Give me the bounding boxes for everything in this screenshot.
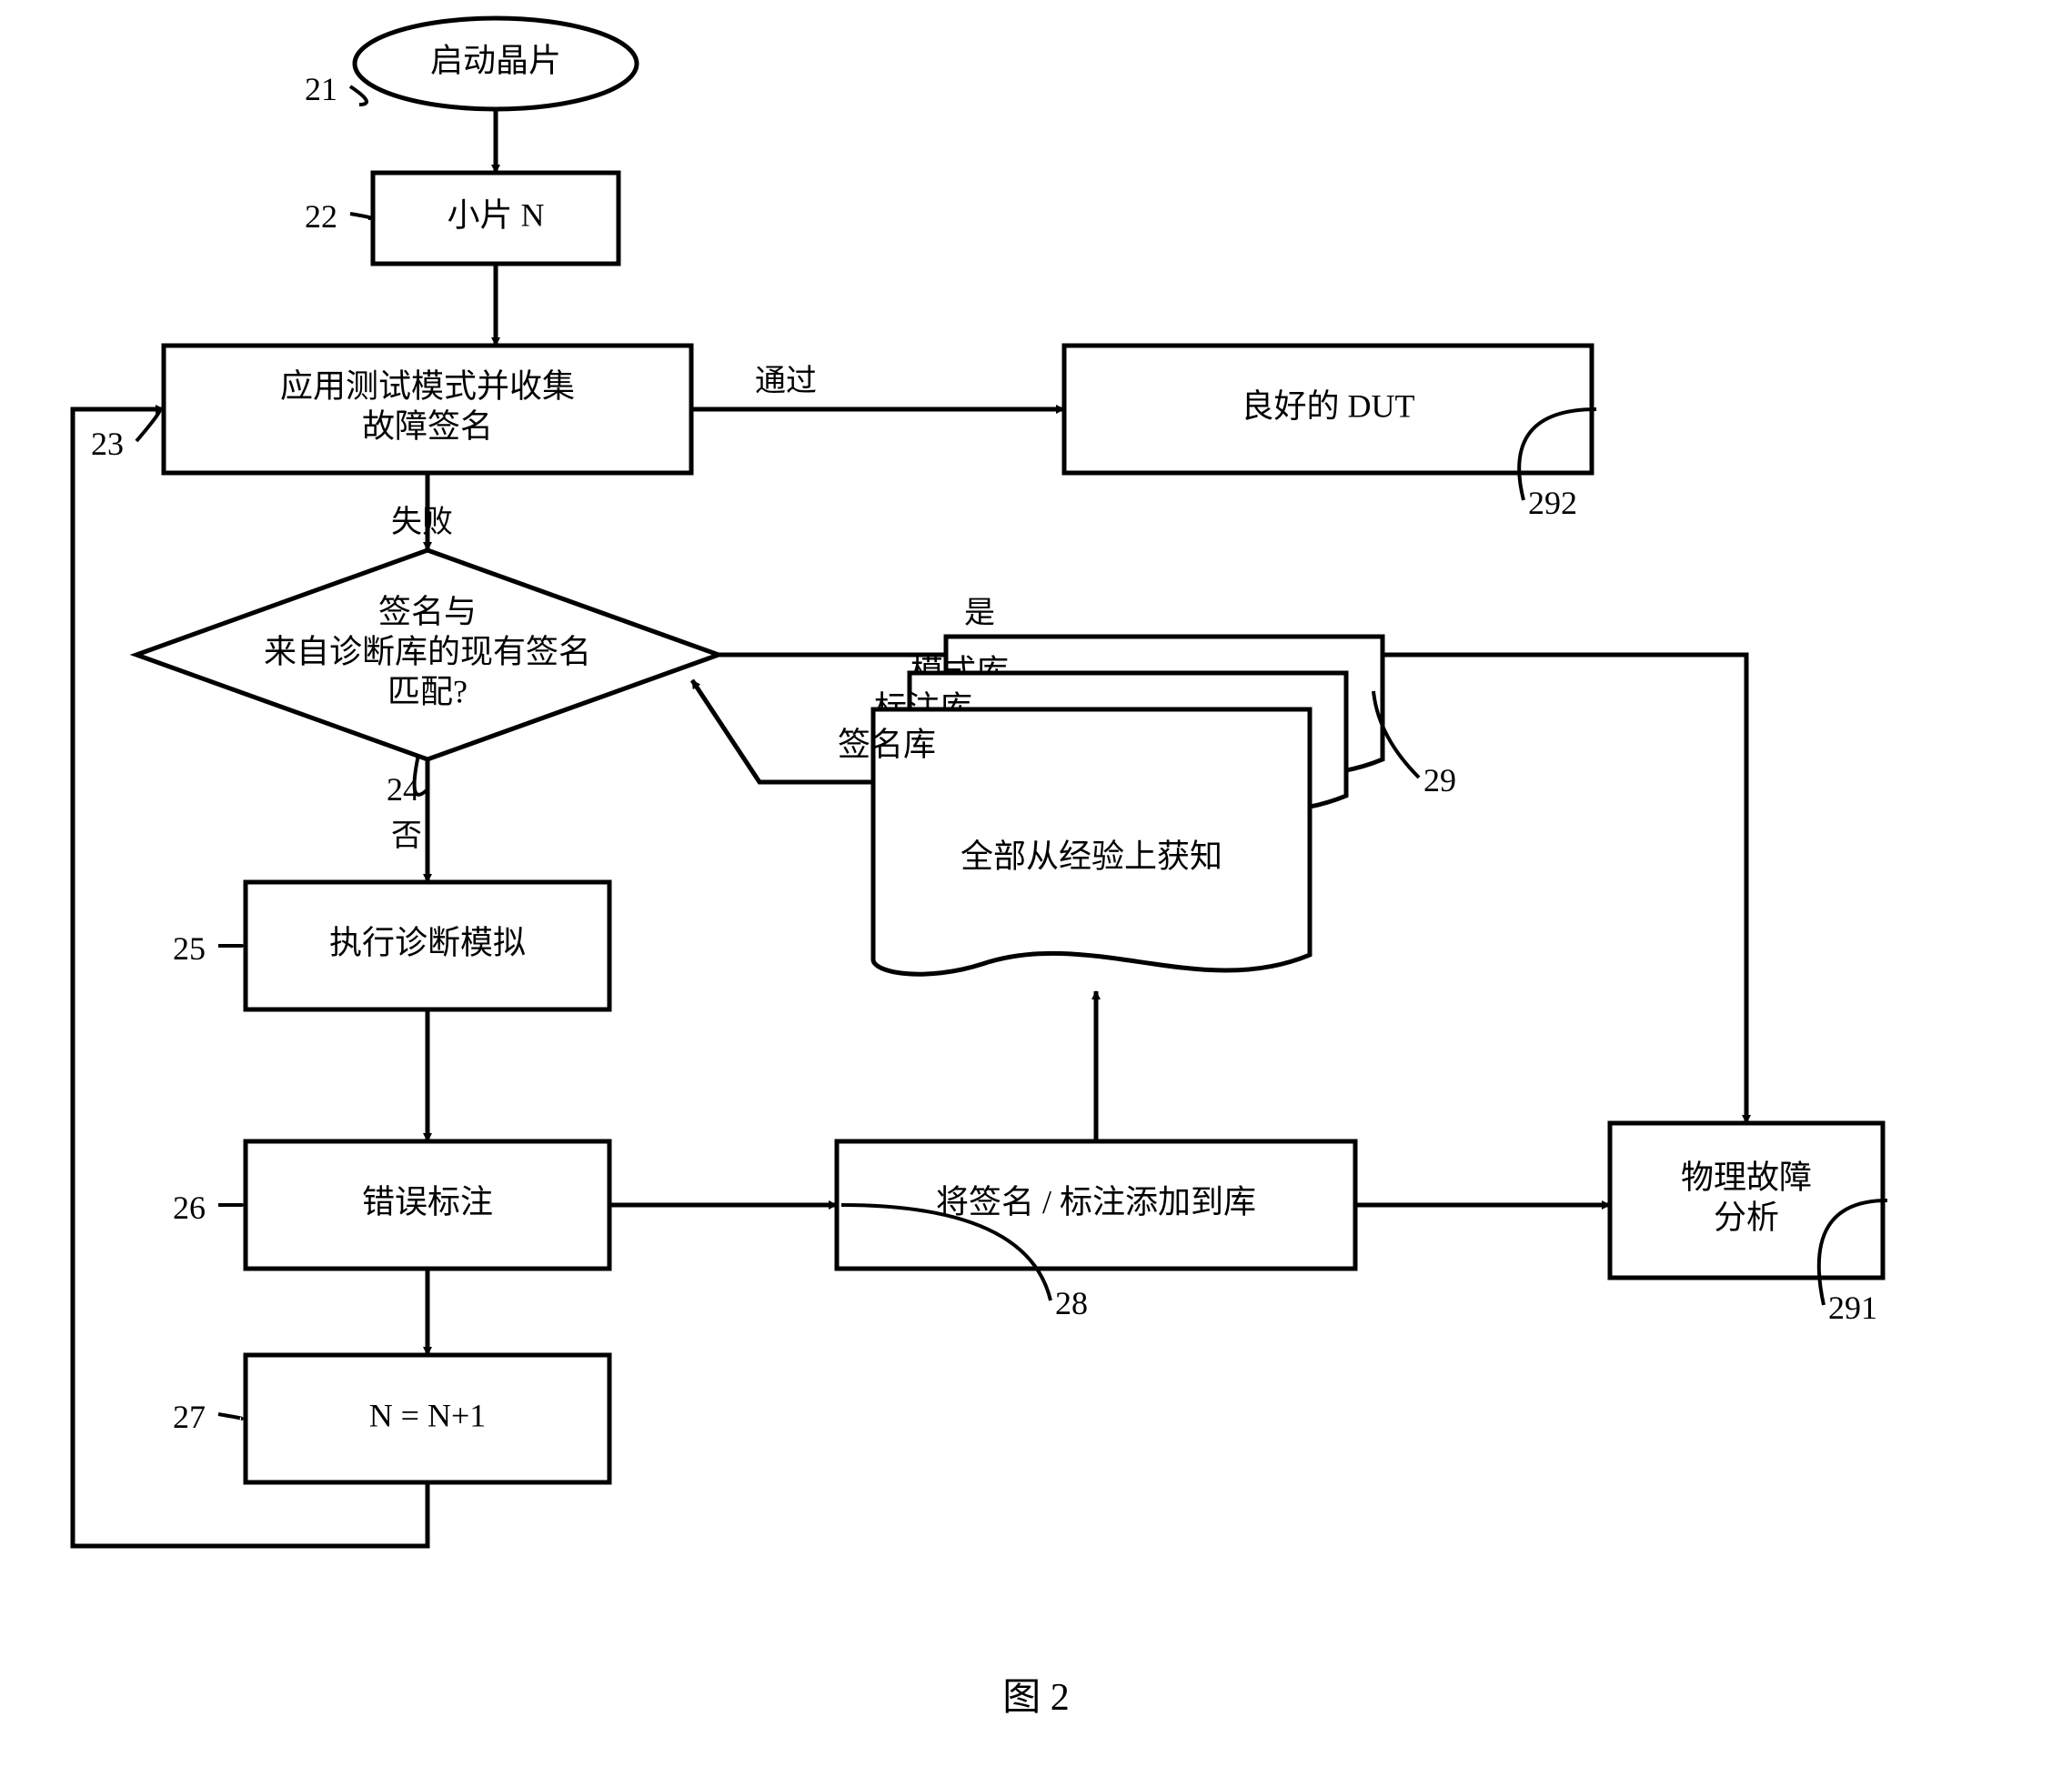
n29-body: 全部从经验上获知 bbox=[961, 838, 1222, 874]
edge-label: 通过 bbox=[755, 364, 817, 398]
n25-text-0: 执行诊断模拟 bbox=[329, 924, 526, 960]
n26-ref-label: 26 bbox=[173, 1190, 206, 1226]
n23-leader bbox=[136, 409, 160, 441]
n23-text-0: 应用测试模式并收集 bbox=[280, 367, 575, 404]
n292-text-0: 良好的 DUT bbox=[1242, 387, 1415, 424]
n22-ref-label: 22 bbox=[305, 198, 337, 235]
n24-text-0: 签名与 bbox=[378, 593, 477, 629]
n23-ref-label: 23 bbox=[91, 426, 124, 462]
edge-label: 否 bbox=[391, 819, 422, 853]
n291-ref-label: 291 bbox=[1828, 1290, 1877, 1326]
n25-ref-label: 25 bbox=[173, 930, 206, 967]
n23-text-1: 故障签名 bbox=[362, 407, 493, 444]
n21-text-0: 启动晶片 bbox=[430, 42, 561, 78]
edge-label: 失败 bbox=[391, 505, 453, 539]
n29-ref-label: 29 bbox=[1423, 762, 1456, 798]
n22-leader bbox=[350, 214, 371, 218]
n28-ref-label: 28 bbox=[1055, 1285, 1088, 1321]
nodes-layer: 启动晶片 21 小片 N 22 应用测试模式并收集故障签名 23 良好的 DUT 292 签名与… bbox=[91, 18, 1887, 1482]
n27-ref-label: 27 bbox=[173, 1399, 206, 1435]
n21-leader bbox=[350, 86, 367, 105]
n27-leader bbox=[218, 1414, 242, 1419]
figure-caption: 图 2 bbox=[1002, 1677, 1070, 1719]
n26-text-0: 错误标注 bbox=[362, 1183, 493, 1220]
n24-text-1: 来自诊断库的现有签名 bbox=[264, 633, 591, 669]
n21-ref-label: 21 bbox=[305, 71, 337, 107]
n292-ref-label: 292 bbox=[1528, 485, 1577, 521]
n22-text-0: 小片 N bbox=[448, 196, 545, 233]
n27-text-0: N = N+1 bbox=[369, 1397, 487, 1433]
n24-text-2: 匹配? bbox=[387, 673, 468, 709]
n291-text-0: 物理故障 bbox=[1681, 1159, 1812, 1195]
n29-title-0: 签名库 bbox=[838, 726, 936, 762]
edge-label: 是 bbox=[964, 597, 995, 630]
n28-text-0: 将签名 / 标注添加到库 bbox=[936, 1183, 1256, 1220]
n291-text-1: 分析 bbox=[1714, 1199, 1779, 1235]
